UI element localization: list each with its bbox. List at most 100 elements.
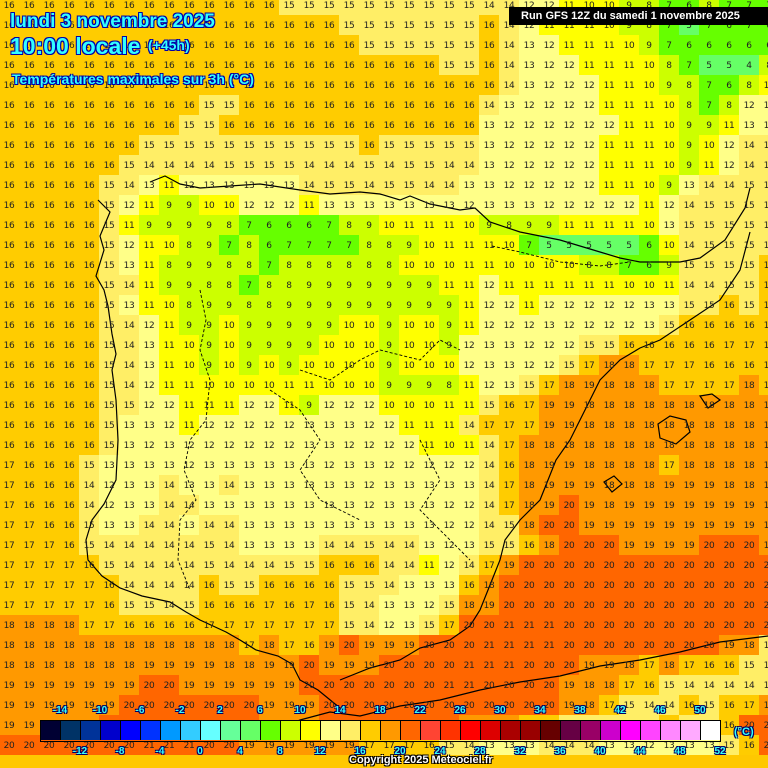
field-cell (379, 75, 399, 95)
field-cell (479, 35, 499, 55)
temperature-value: 14 (163, 521, 175, 531)
temperature-value: 13 (223, 181, 235, 191)
temperature-value: 17 (3, 541, 15, 551)
temperature-value: 17 (523, 421, 535, 431)
legend-label-top: 10 (294, 705, 306, 716)
temperature-value: 16 (43, 141, 55, 151)
temperature-value: 13 (343, 521, 355, 531)
field-cell (279, 95, 299, 115)
temperature-value: 17 (303, 601, 315, 611)
field-cell (539, 155, 559, 175)
temperature-value: 14 (683, 281, 695, 291)
field-cell (279, 15, 299, 35)
field-cell (319, 15, 339, 35)
temperature-value: 11 (583, 221, 595, 231)
field-cell (99, 135, 119, 155)
field-cell (79, 115, 99, 135)
field-cell (519, 95, 539, 115)
field-cell (539, 35, 559, 55)
temperature-value: 16 (83, 261, 95, 271)
temperature-value: 16 (703, 341, 715, 351)
field-cell (699, 55, 719, 75)
legend-swatch (61, 721, 81, 740)
temperature-value: 13 (123, 441, 135, 451)
temperature-value: 13 (643, 301, 655, 311)
temperature-value: 14 (703, 681, 715, 691)
field-cell (759, 75, 768, 95)
field-cell (239, 55, 259, 75)
temperature-value: 14 (203, 521, 215, 531)
temperature-value: 10 (703, 141, 715, 151)
temperature-value: 11 (603, 221, 615, 231)
temperature-value: 18 (223, 641, 235, 651)
temperature-value: 18 (43, 641, 55, 651)
temperature-value: 20 (363, 681, 375, 691)
temperature-value: 12 (523, 161, 535, 171)
temperature-value: 18 (63, 661, 75, 671)
temperature-value: 17 (503, 481, 515, 491)
field-cell (339, 175, 359, 195)
legend-label-top: 30 (494, 705, 506, 716)
field-cell (0, 195, 19, 215)
temperature-value: 13 (483, 201, 495, 211)
temperature-value: 11 (643, 161, 655, 171)
temperature-value: 11 (523, 281, 535, 291)
temperature-value: 16 (203, 41, 215, 51)
temperature-value: 8 (506, 221, 512, 231)
field-cell (479, 0, 499, 15)
temperature-value: 13 (503, 101, 515, 111)
temperature-value: 20 (723, 541, 735, 551)
temperature-value: 16 (223, 41, 235, 51)
field-cell (239, 75, 259, 95)
temperature-value: 20 (143, 681, 155, 691)
temperature-value: 16 (643, 341, 655, 351)
temperature-value: 12 (543, 41, 555, 51)
temperature-value: 12 (543, 201, 555, 211)
field-cell (619, 135, 639, 155)
temperature-value: 16 (23, 421, 35, 431)
temperature-value: 14 (183, 541, 195, 551)
unit-label: (°C) (734, 726, 754, 738)
field-cell (639, 135, 659, 155)
temperature-value: 16 (3, 301, 15, 311)
temperature-value: 11 (443, 221, 455, 231)
temperature-value: 15 (223, 101, 235, 111)
temperature-value: 20 (563, 641, 575, 651)
field-cell (99, 115, 119, 135)
field-cell (19, 75, 39, 95)
temperature-value: 15 (263, 161, 275, 171)
temperature-value: 12 (563, 61, 575, 71)
temperature-value: 16 (63, 341, 75, 351)
temperature-value: 9 (306, 341, 312, 351)
temperature-value: 14 (223, 561, 235, 571)
temperature-value: 13 (403, 601, 415, 611)
temperature-value: 16 (23, 61, 35, 71)
temperature-value: 15 (363, 541, 375, 551)
temperature-value: 10 (423, 261, 435, 271)
temperature-value: 18 (703, 461, 715, 471)
temperature-value: 16 (383, 121, 395, 131)
temperature-value: 14 (443, 161, 455, 171)
temperature-value: 18 (763, 481, 768, 491)
field-cell (519, 75, 539, 95)
temperature-value: 16 (503, 401, 515, 411)
temperature-value: 20 (563, 581, 575, 591)
temperature-value: 14 (123, 281, 135, 291)
temperature-value: 15 (383, 1, 395, 11)
temperature-value: 10 (563, 261, 575, 271)
temperature-value: 19 (23, 701, 35, 711)
temperature-value: 15 (483, 541, 495, 551)
temperature-value: 12 (283, 421, 295, 431)
temperature-value: 11 (463, 441, 475, 451)
temperature-value: 12 (383, 441, 395, 451)
field-cell (99, 175, 119, 195)
legend-label-top: 22 (414, 705, 426, 716)
field-cell (539, 55, 559, 75)
temperature-value: 16 (43, 181, 55, 191)
temperature-value: 18 (43, 621, 55, 631)
temperature-value: 19 (183, 681, 195, 691)
field-cell (159, 175, 179, 195)
temperature-value: 12 (483, 281, 495, 291)
temperature-value: 14 (143, 521, 155, 531)
